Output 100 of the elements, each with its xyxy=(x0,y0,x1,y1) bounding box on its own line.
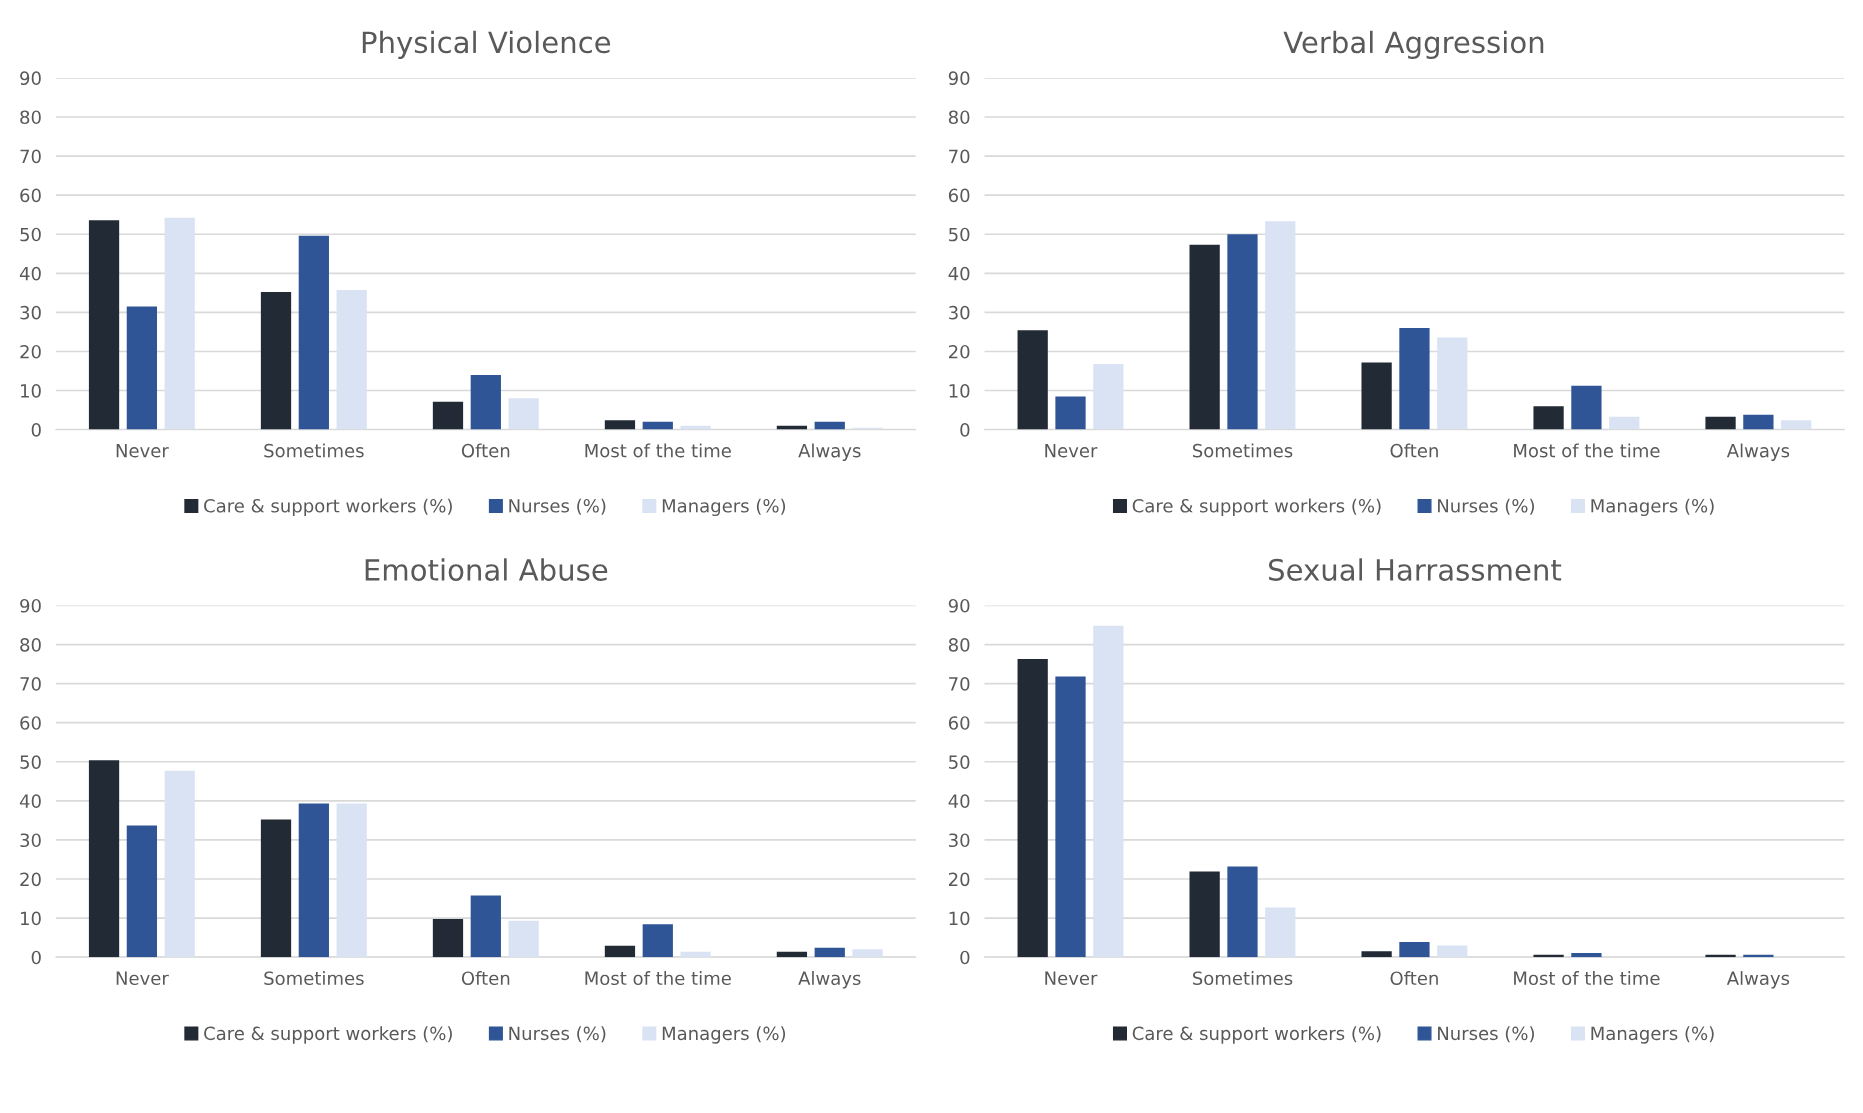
y-tick-label: 70 xyxy=(20,149,41,164)
x-tick-label: Often xyxy=(461,971,510,986)
bar xyxy=(1265,907,1296,958)
x-tick-label: Sometimes xyxy=(1192,971,1293,986)
bar xyxy=(336,803,367,958)
y-tick-label: 0 xyxy=(31,423,41,437)
bar xyxy=(260,819,292,958)
bar xyxy=(336,290,367,430)
x-tick-label: Sometimes xyxy=(264,971,364,986)
y-tick-label: 60 xyxy=(20,716,41,730)
x-tick-label: Never xyxy=(1045,971,1098,986)
y-tick-label: 80 xyxy=(20,638,41,652)
y-tick-label: 70 xyxy=(949,149,970,164)
bar xyxy=(1227,234,1258,430)
y-tick-label: 40 xyxy=(19,266,41,281)
bar xyxy=(508,920,539,958)
y-tick-label: 10 xyxy=(949,911,970,926)
x-tick-label: Always xyxy=(798,971,861,989)
y-tick-label: 0 xyxy=(31,950,41,965)
bar xyxy=(164,217,195,430)
legend-label: Care & support workers (%) xyxy=(1132,498,1381,517)
bar xyxy=(470,895,501,958)
bar xyxy=(88,760,120,958)
bar xyxy=(1399,941,1430,958)
bar xyxy=(508,398,539,430)
y-tick-label: 80 xyxy=(20,110,41,125)
bar xyxy=(1265,221,1296,430)
y-tick-label: 50 xyxy=(949,755,970,769)
bar xyxy=(1361,951,1392,958)
legend-label: Nurses (%) xyxy=(509,1026,606,1043)
bar xyxy=(1781,420,1812,430)
bar xyxy=(260,292,292,430)
y-tick-label: 10 xyxy=(949,384,970,398)
bar xyxy=(1437,337,1468,430)
y-tick-label: 90 xyxy=(20,71,41,86)
chart-title: Sexual Harrassment xyxy=(1268,558,1562,581)
y-tick-label: 20 xyxy=(948,344,970,359)
legend-label: Managers (%) xyxy=(1591,498,1714,517)
y-tick-label: 80 xyxy=(948,110,970,125)
bar xyxy=(1189,244,1220,430)
x-tick-label: Often xyxy=(461,443,510,458)
x-tick-label: Sometimes xyxy=(1192,443,1293,458)
x-tick-label: Never xyxy=(116,444,169,458)
y-tick-label: 20 xyxy=(948,872,970,887)
x-tick-label: Often xyxy=(1390,443,1438,458)
bar xyxy=(1571,952,1602,958)
x-tick-label: Most of the time xyxy=(585,971,731,986)
legend-label: Nurses (%) xyxy=(1438,498,1534,515)
bar xyxy=(1533,406,1564,430)
bar xyxy=(852,949,883,958)
x-tick-label: Most of the time xyxy=(1514,971,1660,986)
y-tick-label: 30 xyxy=(20,833,41,848)
x-tick-label: Most of the time xyxy=(1514,443,1660,458)
legend-label: Managers (%) xyxy=(1591,1026,1714,1044)
chart-title: Verbal Aggression xyxy=(1283,30,1544,59)
bar xyxy=(1227,866,1258,958)
legend-label: Care & support workers (%) xyxy=(204,1026,452,1044)
bar xyxy=(164,770,195,958)
y-tick-label: 40 xyxy=(948,794,970,808)
y-tick-label: 30 xyxy=(20,305,41,320)
y-tick-label: 70 xyxy=(949,677,970,691)
bar xyxy=(1437,945,1468,958)
x-tick-label: Always xyxy=(1726,443,1790,461)
bar xyxy=(1705,416,1736,430)
y-tick-label: 40 xyxy=(19,794,41,808)
bar xyxy=(470,374,501,430)
bar xyxy=(1571,385,1602,430)
chart-title: Emotional Abuse xyxy=(365,558,608,581)
chart-title: Physical Violence xyxy=(362,30,611,59)
bar xyxy=(642,924,673,958)
bar xyxy=(432,918,464,958)
x-tick-label: Never xyxy=(1045,444,1098,458)
bar xyxy=(604,420,636,430)
y-tick-label: 20 xyxy=(20,344,41,359)
legend-label: Care & support workers (%) xyxy=(204,498,452,517)
bar xyxy=(604,945,636,958)
y-tick-label: 20 xyxy=(20,872,41,887)
bar xyxy=(126,825,158,958)
bar xyxy=(1093,625,1124,958)
bar xyxy=(1609,416,1640,430)
bar xyxy=(126,306,158,430)
bar xyxy=(432,401,464,430)
legend-label: Nurses (%) xyxy=(1438,1026,1534,1043)
legend-label: Care & support workers (%) xyxy=(1132,1026,1381,1044)
y-tick-label: 30 xyxy=(949,305,970,320)
bar xyxy=(1055,676,1086,958)
y-tick-label: 40 xyxy=(948,266,970,281)
y-tick-label: 30 xyxy=(949,833,970,848)
legend-label: Managers (%) xyxy=(662,498,786,517)
bar xyxy=(88,220,120,430)
y-tick-label: 10 xyxy=(21,911,41,926)
y-tick-label: 70 xyxy=(20,677,41,691)
x-tick-label: Always xyxy=(1726,971,1790,989)
x-tick-label: Most of the time xyxy=(585,443,731,458)
y-tick-label: 60 xyxy=(948,188,970,203)
bar xyxy=(1093,363,1124,430)
bar xyxy=(298,803,329,958)
bar xyxy=(1743,414,1774,430)
y-tick-label: 90 xyxy=(20,598,41,613)
legend-label: Nurses (%) xyxy=(509,498,606,515)
